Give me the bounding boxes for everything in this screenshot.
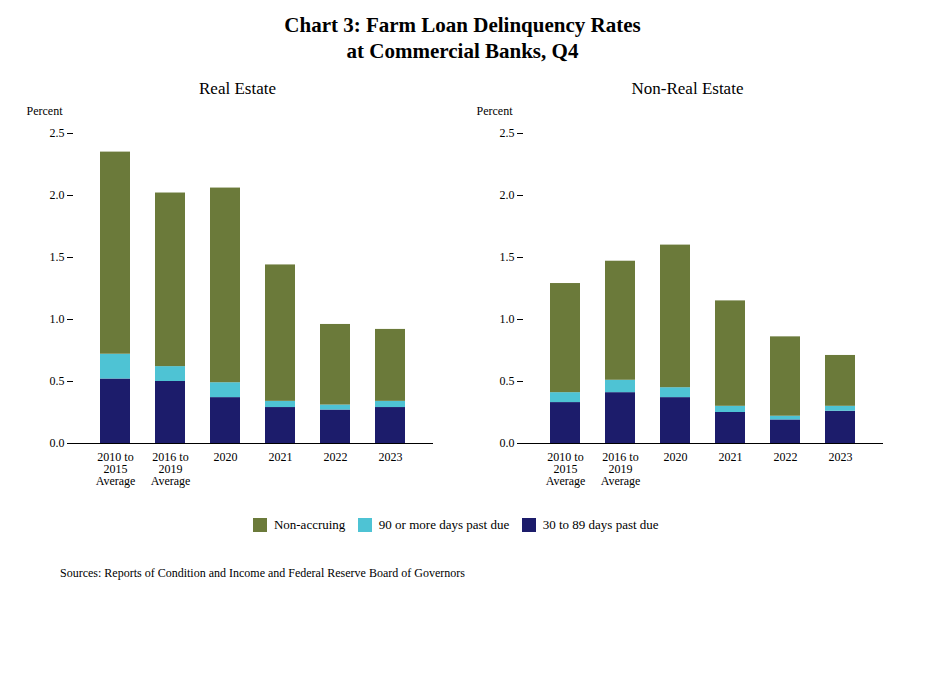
svg-text:1.5: 1.5 bbox=[49, 250, 64, 264]
svg-text:Percent: Percent bbox=[26, 104, 63, 118]
svg-text:2021: 2021 bbox=[718, 450, 742, 464]
svg-text:2022: 2022 bbox=[773, 450, 797, 464]
svg-text:2010 to2015Average: 2010 to2015Average bbox=[545, 450, 585, 488]
html-text:Real Estate: Real Estate bbox=[199, 78, 276, 98]
html-text:90 or more days past due: 90 or more days past due bbox=[378, 517, 510, 532]
html-text:30 to 89 days past due: 30 to 89 days past due bbox=[542, 517, 659, 532]
svg-text:0.5: 0.5 bbox=[499, 374, 514, 388]
svg-text:0.0: 0.0 bbox=[499, 436, 514, 450]
html-text:Non-Real Estate: Non-Real Estate bbox=[631, 78, 744, 98]
html-text:Chart 3: Farm Loan Delinquency: Chart 3: Farm Loan Delinquency Rates bbox=[284, 13, 641, 37]
svg-text:2.5: 2.5 bbox=[499, 126, 514, 140]
svg-text:Percent: Percent bbox=[476, 104, 513, 118]
svg-text:2020: 2020 bbox=[663, 450, 687, 464]
svg-text:2.5: 2.5 bbox=[49, 126, 64, 140]
svg-text:0.5: 0.5 bbox=[49, 374, 64, 388]
html-text:at Commercial Banks, Q4: at Commercial Banks, Q4 bbox=[346, 39, 579, 64]
svg-text:2023: 2023 bbox=[828, 450, 852, 464]
svg-text:1.0: 1.0 bbox=[49, 312, 64, 326]
svg-text:2016 to2019Average: 2016 to2019Average bbox=[600, 450, 640, 488]
svg-text:1.5: 1.5 bbox=[499, 250, 514, 264]
svg-text:2.0: 2.0 bbox=[499, 188, 514, 202]
svg-text:2016 to2019Average: 2016 to2019Average bbox=[150, 450, 190, 488]
svg-text:2022: 2022 bbox=[323, 450, 347, 464]
svg-text:2021: 2021 bbox=[268, 450, 292, 464]
html-text:Sources: Reports of Condition: Sources: Reports of Condition and Income… bbox=[60, 566, 465, 580]
svg-text:2020: 2020 bbox=[213, 450, 237, 464]
svg-text:0.0: 0.0 bbox=[49, 436, 64, 450]
svg-text:2023: 2023 bbox=[378, 450, 402, 464]
svg-text:1.0: 1.0 bbox=[499, 312, 514, 326]
svg-text:2.0: 2.0 bbox=[49, 188, 64, 202]
html-text:Non-accruing: Non-accruing bbox=[273, 517, 346, 532]
svg-text:2010 to2015Average: 2010 to2015Average bbox=[95, 450, 135, 488]
